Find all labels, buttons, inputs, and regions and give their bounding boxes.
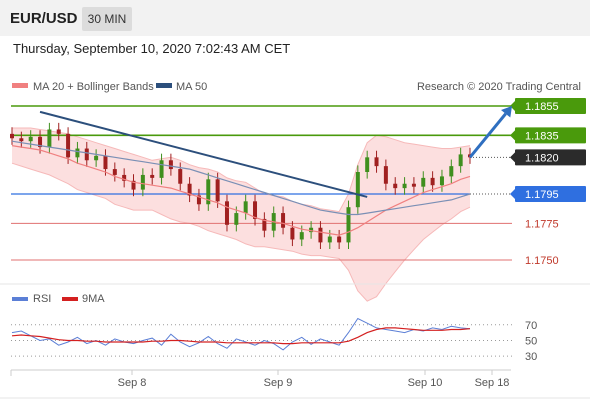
price-candle (253, 201, 258, 219)
price-candle (290, 227, 295, 240)
price-candle (337, 236, 342, 243)
rsi-ma9-line (11, 327, 471, 345)
price-candle (206, 179, 211, 205)
time-axis-label: Sep 8 (118, 377, 147, 389)
bollinger-band-area (12, 128, 470, 302)
price-candle (131, 180, 136, 190)
time-axis-label: Sep 9 (264, 377, 293, 389)
price-candle (421, 177, 426, 187)
credit-label: Research © 2020 Trading Central (417, 81, 581, 93)
price-candle (112, 169, 117, 175)
price-candle (365, 157, 370, 172)
rsi-tick-label: 30 (525, 351, 537, 363)
price-candle (309, 227, 314, 233)
price-candle (19, 138, 24, 142)
price-candle (178, 169, 183, 184)
resistance-price-tag-pointer (510, 130, 515, 141)
price-plot: 1.1855 1.1835 1.1820 1.1795 1.1775 1.1750 (10, 98, 586, 302)
resistance-price-label: 1.1835 (525, 130, 559, 142)
last-price-price-label: 1.1820 (525, 152, 559, 164)
price-candle (140, 174, 145, 190)
pivot-price-tag (515, 186, 586, 202)
resistance-price-tag (515, 127, 586, 144)
ma50-legend-label: MA 50 (176, 81, 207, 93)
rsi-legend-label: RSI (33, 293, 51, 305)
currency-pair-title: EUR/USD (10, 10, 78, 27)
resistance-price-label: 1.1855 (525, 101, 559, 113)
price-candle (168, 160, 173, 170)
price-candle (318, 227, 323, 243)
price-candle (383, 166, 388, 184)
ma20-legend-swatch (12, 83, 28, 88)
price-candle (262, 218, 267, 231)
price-candle (281, 213, 286, 228)
price-candle (47, 129, 52, 148)
forecast-arrow-head (501, 106, 512, 118)
price-candle (458, 154, 463, 167)
price-candle (346, 207, 351, 243)
resistance-price-tag-pointer (510, 101, 515, 111)
ma9-legend-swatch (62, 297, 78, 301)
price-candle (196, 195, 201, 205)
price-candle (187, 183, 192, 196)
price-candle (103, 155, 108, 170)
support-level-label: 1.1775 (525, 218, 559, 230)
ma50-legend-swatch (156, 83, 172, 88)
rsi-line (11, 317, 471, 351)
datetime-label: Thursday, September 10, 2020 7:02:43 AM … (13, 41, 291, 56)
price-candle (402, 183, 407, 189)
price-candle (430, 177, 435, 186)
ma9-legend-label: 9MA (82, 293, 105, 305)
resistance-price-tag (515, 98, 586, 114)
timeframe-button[interactable]: 30 MIN (82, 7, 132, 31)
forecast-arrow-shaft (468, 112, 507, 159)
price-candle (234, 213, 239, 225)
price-candle (159, 160, 164, 178)
price-candle (243, 201, 248, 214)
rsi-plot: 70 50 30 (11, 317, 537, 363)
time-axis-label: Sep 18 (475, 377, 510, 389)
price-candle (75, 148, 80, 158)
pivot-price-label: 1.1795 (525, 189, 559, 201)
price-candle (224, 201, 229, 225)
rsi-tick-label: 70 (525, 320, 537, 332)
ma20-line (11, 145, 471, 236)
support-level-label: 1.1750 (525, 255, 559, 267)
ma50-line (11, 140, 471, 216)
ma20-legend-label: MA 20 + Bollinger Bands (33, 81, 154, 93)
price-candle (28, 136, 33, 142)
price-candle (94, 155, 99, 161)
time-axis: Sep 8 Sep 9 Sep 10 Sep 18 (118, 370, 510, 389)
down-trendline (39, 110, 368, 198)
bollinger-upper-line (12, 127, 471, 213)
header-bar: EUR/USD 30 MIN (0, 0, 590, 36)
price-candle (150, 174, 155, 178)
price-candle (38, 136, 43, 148)
price-candle (393, 183, 398, 189)
price-candle (10, 133, 14, 139)
last-price-price-tag (515, 149, 586, 166)
price-candle (327, 236, 332, 243)
price-candle (449, 166, 454, 177)
last-price-price-tag-pointer (510, 152, 515, 163)
price-candle (122, 174, 127, 181)
price-candle (56, 129, 61, 134)
rsi-legend-swatch (12, 297, 28, 301)
time-axis-label: Sep 10 (408, 377, 443, 389)
price-candle (439, 176, 444, 186)
price-candle (66, 133, 71, 158)
price-candle (374, 157, 379, 167)
price-candle (299, 232, 304, 240)
rsi-tick-label: 50 (525, 335, 537, 347)
price-candle (84, 148, 89, 161)
pivot-price-tag-pointer (510, 189, 515, 199)
price-candle (411, 183, 416, 187)
price-candle (355, 172, 360, 208)
price-candle (215, 179, 220, 202)
bollinger-lower-line (11, 162, 471, 302)
